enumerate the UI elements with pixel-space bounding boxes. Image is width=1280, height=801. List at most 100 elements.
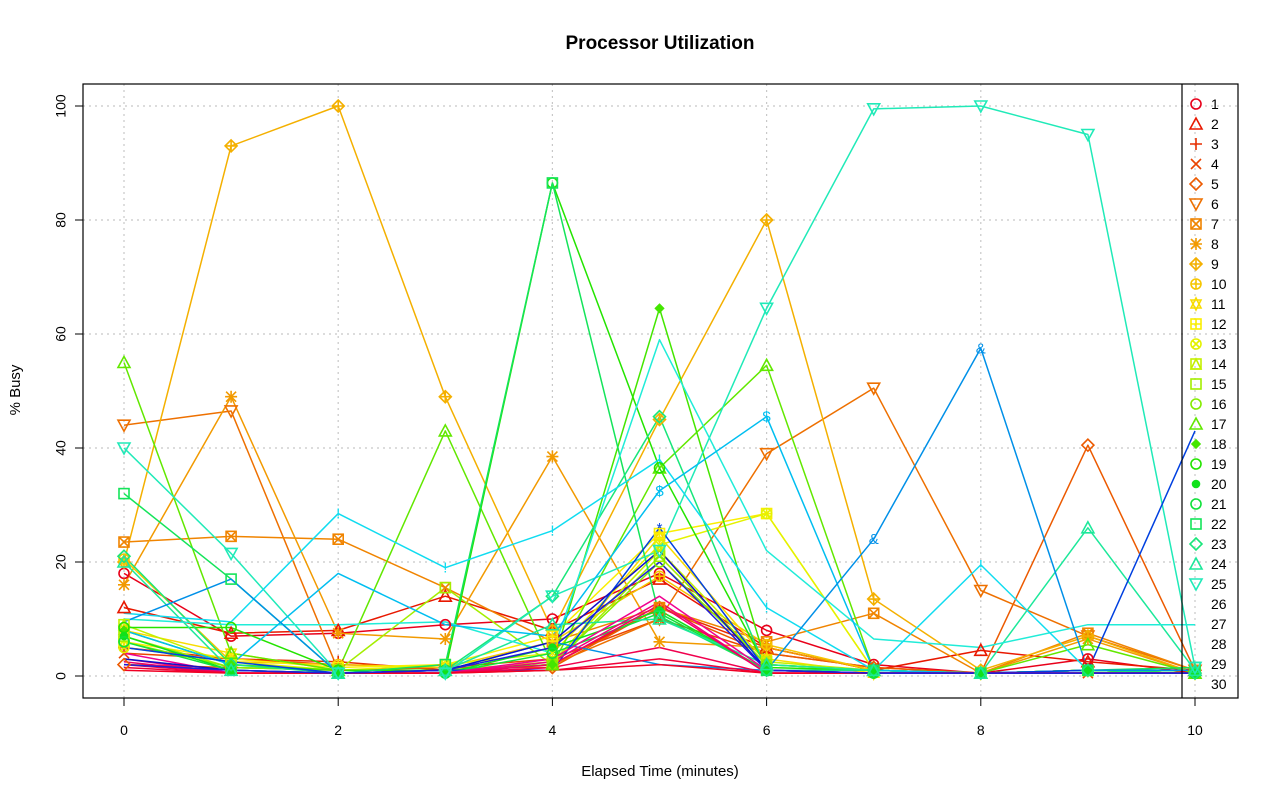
legend-marker: [1190, 138, 1202, 150]
legend-item-8: 8: [1190, 236, 1219, 252]
legend-label: 13: [1211, 336, 1227, 352]
data-point-series-25: [545, 590, 560, 604]
data-point-series-25: [759, 302, 774, 317]
data-point-series-23: [223, 657, 239, 672]
annotation-symbol: *: [657, 520, 663, 537]
data-point-series-2: [652, 571, 667, 585]
data-point-series-25: [866, 103, 882, 117]
data-point-series-2: [437, 588, 453, 603]
annotations: & & $ $ *!!!!!!: [336, 340, 986, 616]
data-point-series-1: [760, 624, 773, 637]
legend-label: 17: [1211, 416, 1227, 432]
data-point-series-25: [437, 667, 453, 681]
legend-label: 16: [1211, 396, 1227, 412]
legend-item-12: 12: [1190, 316, 1227, 332]
legend-item-25: 25: [1188, 576, 1227, 592]
data-point-series-17: [759, 357, 774, 372]
data-point-series-7: [225, 530, 237, 543]
legend-item-28: 28: [1211, 636, 1227, 652]
annotation-symbol: !: [443, 560, 447, 577]
data-point-series-22: [653, 610, 666, 622]
legend-label: 1: [1211, 96, 1219, 112]
data-point-series-19: [653, 462, 666, 474]
legend-item-24: 24: [1188, 556, 1227, 572]
x-tick-label: 4: [549, 722, 557, 738]
legend-label: 15: [1211, 376, 1227, 392]
data-point-series-8: [546, 450, 559, 463]
data-point-series-7: [332, 533, 345, 546]
legend-item-26: 26: [1211, 596, 1227, 612]
legend-label: 23: [1211, 536, 1227, 552]
legend-marker: [1190, 438, 1202, 450]
legend-label: 24: [1211, 556, 1227, 572]
legend-marker: [1190, 378, 1202, 390]
legend-label: 21: [1211, 496, 1227, 512]
data-point-series-9: [866, 591, 881, 607]
legend-label: 27: [1211, 616, 1227, 632]
data-point-series-5: [1080, 438, 1096, 453]
legend-marker: [1190, 98, 1202, 110]
data-point-series-24: [116, 554, 132, 568]
legend-label: 30: [1211, 676, 1227, 692]
legend-item-19: 19: [1190, 456, 1227, 472]
data-point-series-22: [546, 177, 559, 189]
annotation-symbol: !: [979, 557, 983, 574]
data-point-series-25: [330, 667, 346, 681]
data-point-series-5: [116, 657, 132, 672]
legend-label: 28: [1211, 636, 1227, 652]
data-point-series-2: [116, 599, 132, 614]
legend-item-22: 22: [1190, 516, 1227, 532]
y-tick-label: 0: [53, 672, 69, 680]
legend-marker: [1190, 238, 1202, 250]
legend-marker: [1190, 218, 1202, 230]
legend-label: 7: [1211, 216, 1219, 232]
data-point-series-2: [223, 625, 239, 640]
x-tick-label: 8: [977, 722, 985, 738]
legend-item-30: 30: [1211, 676, 1227, 692]
legend-item-11: 11: [1189, 296, 1226, 312]
legend-marker: [1191, 479, 1201, 489]
data-point-series-24: [1187, 662, 1203, 677]
data-point-series-8: [225, 390, 238, 403]
legend-marker: [1190, 458, 1202, 470]
legend-marker: [1190, 338, 1202, 350]
data-point-series-25: [116, 442, 132, 456]
legend-marker: [1188, 116, 1204, 130]
legend-marker: [1190, 318, 1202, 330]
legend-label: 8: [1211, 236, 1219, 252]
data-point-series-24: [545, 617, 560, 631]
legend-item-10: 10: [1190, 276, 1227, 292]
data-point-series-17: [437, 423, 453, 437]
data-point-series-22: [225, 573, 237, 585]
data-point-series-6: [759, 447, 774, 462]
legend: 1234567891011121314151617181920212223242…: [1188, 96, 1227, 692]
data-point-series-23: [1080, 663, 1096, 678]
data-point-series-25: [973, 100, 989, 114]
data-point-series-23: [866, 663, 881, 678]
y-tick-label: 100: [53, 94, 69, 118]
plot-frame: [82, 83, 1239, 699]
legend-item-2: 2: [1188, 116, 1219, 132]
legend-label: 22: [1211, 516, 1227, 532]
data-point-series-1: [439, 618, 452, 631]
data-point-series-24: [437, 662, 453, 677]
legend-marker: [1189, 357, 1203, 370]
chart-title: Processor Utilization: [566, 33, 755, 54]
x-tick-label: 6: [763, 722, 771, 738]
data-point-series-9: [438, 389, 453, 404]
legend-marker: [1188, 536, 1204, 552]
data-point-series-6: [866, 382, 882, 396]
data-point-series-22: [118, 487, 130, 500]
data-point-series-23: [973, 666, 988, 681]
data-point-series-8: [118, 578, 130, 591]
legend-label: 29: [1211, 656, 1227, 672]
legend-label: 11: [1211, 296, 1226, 312]
legend-marker: [1190, 498, 1202, 510]
data-point-series-23: [116, 549, 132, 564]
legend-label: 14: [1211, 356, 1227, 372]
annotation-symbol: $: [655, 483, 664, 500]
legend-label: 6: [1211, 196, 1219, 212]
legend-item-17: 17: [1188, 416, 1227, 432]
annotation-symbol: !: [336, 506, 340, 523]
